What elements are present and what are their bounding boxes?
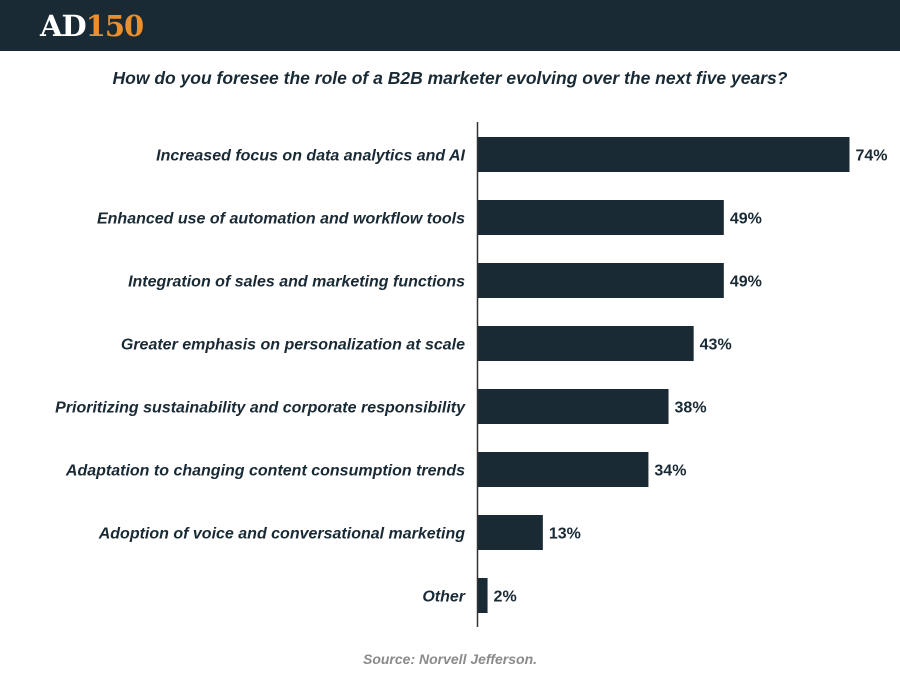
value-label-2: 49%: [730, 211, 762, 228]
bar-6: [477, 452, 649, 487]
category-label-5: Prioritizing sustainability and corporat…: [55, 400, 466, 417]
bar-8: [477, 578, 488, 613]
source-note: Source: Norvell Jefferson.: [362, 651, 538, 667]
category-label-3: Integration of sales and marketing funct…: [128, 274, 465, 291]
value-label-5: 38%: [675, 400, 707, 417]
logo-text-ad: AD: [40, 9, 87, 43]
ad150-logo[interactable]: AD150: [40, 9, 145, 43]
value-label-1: 74%: [856, 148, 888, 165]
bar-1: [477, 137, 850, 172]
bar-3: [477, 263, 724, 298]
value-label-6: 34%: [654, 463, 686, 480]
value-label-4: 43%: [700, 337, 732, 354]
category-label-1: Increased focus on data analytics and AI: [156, 148, 465, 165]
bar-chart: Increased focus on data analytics and AI…: [55, 122, 888, 627]
logo-text-150: 150: [85, 9, 145, 43]
value-label-7: 13%: [549, 526, 581, 543]
value-label-3: 49%: [730, 274, 762, 291]
bar-5: [477, 389, 669, 424]
bar-7: [477, 515, 543, 550]
value-label-8: 2%: [494, 589, 517, 606]
category-label-7: Adoption of voice and conversational mar…: [98, 526, 466, 543]
bar-2: [477, 200, 724, 235]
category-label-4: Greater emphasis on personalization at s…: [121, 337, 465, 354]
header-bar: AD150: [0, 0, 900, 51]
category-label-8: Other: [422, 589, 465, 606]
category-label-2: Enhanced use of automation and workflow …: [97, 211, 465, 228]
bar-4: [477, 326, 694, 361]
chart-title: How do you foresee the role of a B2B mar…: [112, 68, 788, 88]
category-label-6: Adaptation to changing content consumpti…: [65, 463, 465, 480]
